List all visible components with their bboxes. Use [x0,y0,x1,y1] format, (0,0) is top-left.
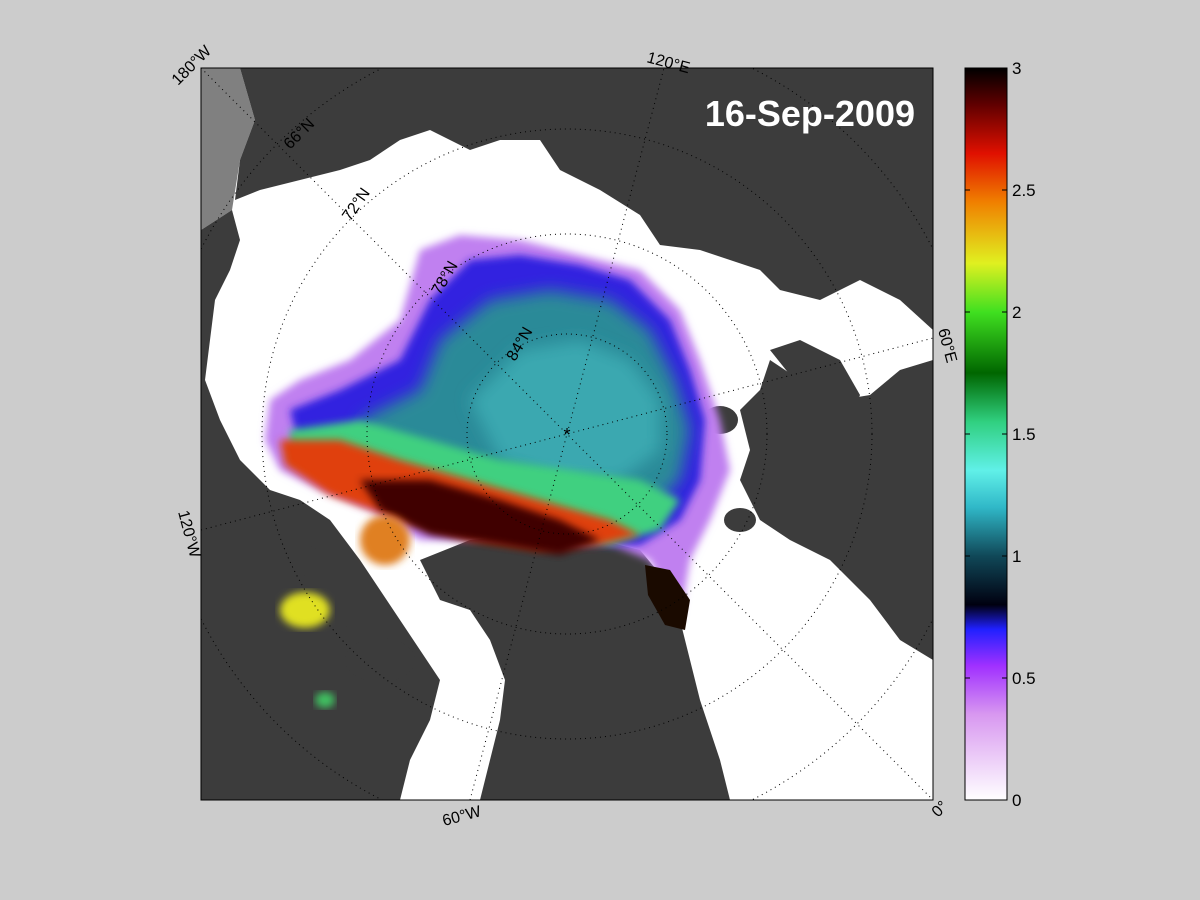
colorbar: 3 2.5 2 1.5 1 0.5 0 [964,59,1036,810]
north-pole-marker: * [563,425,570,445]
colorbar-ticks: 3 2.5 2 1.5 1 0.5 0 [965,59,1036,810]
colorbar-tick-label: 2 [1012,303,1021,322]
no-data-region [201,68,255,230]
colorbar-tick-label: 2.5 [1012,181,1036,200]
colorbar-tick-label: 0 [1012,791,1021,810]
europe-land [740,360,933,660]
ice-baffin [315,692,335,708]
lon-label-120w: 120°W [174,509,203,561]
lon-label-0: 0° [929,798,952,821]
siberia-land [235,68,933,330]
date-label: 16-Sep-2009 [705,93,915,134]
graticule [201,68,933,800]
ice-east-greenland [645,565,690,630]
ice-medium-center [470,340,660,480]
colorbar-tick-label: 1 [1012,547,1021,566]
ice-archipelago [280,592,330,628]
colorbar-gradient [964,67,1008,801]
ice-thickness-field [265,235,730,708]
colorbar-tick-label: 1.5 [1012,425,1036,444]
land-masses [201,68,933,800]
lon-label-60w: 60°W [441,803,484,830]
colorbar-tick-label: 0.5 [1012,669,1036,688]
novaya-zemlya-land [770,340,860,420]
franz-josef-land [724,508,756,532]
archipelago-island [278,544,322,576]
map-frame [200,67,934,801]
lon-label-60e: 60°E [934,327,959,365]
ice-archipelago [360,515,410,565]
archipelago-island [345,638,415,682]
map-area: * 66°N 72°N 78°N 84°N 16-Sep-2009 [201,68,933,800]
ice-thickest [360,480,600,555]
colorbar-tick-label: 3 [1012,59,1021,78]
